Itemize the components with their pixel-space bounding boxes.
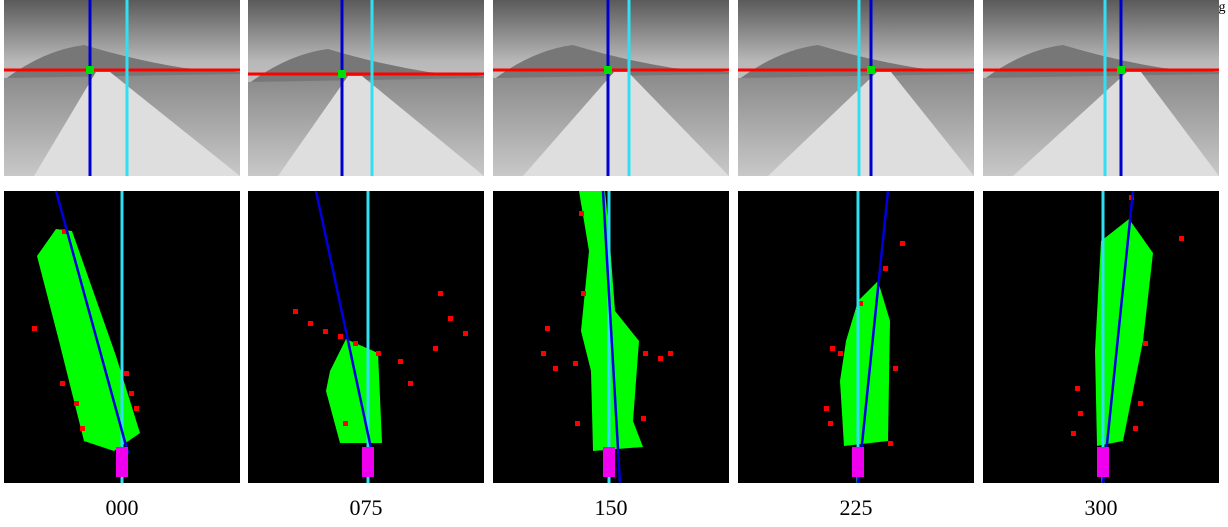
panel xyxy=(248,0,484,483)
obstacle-point xyxy=(858,301,863,306)
birdseye xyxy=(4,190,240,483)
road xyxy=(278,76,484,176)
path-line xyxy=(314,190,374,454)
obstacle-point xyxy=(893,366,898,371)
obstacle-point xyxy=(1179,236,1184,241)
obstacle-point xyxy=(1075,386,1080,391)
obstacle-point xyxy=(1138,401,1143,406)
panel xyxy=(738,0,974,484)
obstacle-point xyxy=(308,321,313,326)
obstacle-point xyxy=(643,351,648,356)
obstacle-point xyxy=(541,351,546,356)
obstacle-point xyxy=(545,326,550,331)
obstacle-point xyxy=(134,406,139,411)
obstacle-point xyxy=(581,291,586,296)
obstacle-point xyxy=(1078,411,1083,416)
vehicle xyxy=(852,447,864,477)
obstacle-point xyxy=(398,359,403,364)
obstacle-point xyxy=(830,346,835,351)
obstacle-point xyxy=(1133,426,1138,431)
obstacle-point xyxy=(838,351,843,356)
drivable-area xyxy=(840,281,890,446)
obstacle-point xyxy=(883,266,888,271)
birdseye xyxy=(248,190,484,483)
drivable-area xyxy=(1095,219,1153,446)
vanishing-point xyxy=(338,70,346,78)
vehicle xyxy=(1097,447,1109,477)
obstacle-point xyxy=(553,366,558,371)
obstacle-point xyxy=(828,421,833,426)
obstacle-point xyxy=(1071,431,1076,436)
obstacle-point xyxy=(573,361,578,366)
obstacle-point xyxy=(438,291,443,296)
obstacle-point xyxy=(668,351,673,356)
obstacle-point xyxy=(641,416,646,421)
obstacle-point xyxy=(579,211,584,216)
panel xyxy=(493,0,729,484)
obstacle-point xyxy=(343,421,348,426)
path-line xyxy=(856,190,890,484)
vehicle xyxy=(362,447,374,477)
birdseye xyxy=(983,190,1219,484)
obstacle-point xyxy=(60,381,65,386)
road xyxy=(1013,72,1219,176)
obstacle-point xyxy=(658,356,663,361)
path-line xyxy=(54,190,130,454)
panel-label: 225 xyxy=(840,495,873,520)
obstacle-point xyxy=(62,229,67,234)
obstacle-point xyxy=(463,331,468,336)
vehicle xyxy=(116,447,128,477)
obstacle-point xyxy=(824,406,829,411)
obstacle-point xyxy=(338,334,343,339)
obstacle-point xyxy=(74,401,79,406)
vanishing-point xyxy=(867,66,875,74)
obstacle-point xyxy=(575,421,580,426)
obstacle-point xyxy=(80,426,85,431)
road xyxy=(34,72,240,176)
obstacle-point xyxy=(408,381,413,386)
obstacle-point xyxy=(353,341,358,346)
path-line xyxy=(601,190,622,484)
panel xyxy=(4,0,240,483)
panel xyxy=(983,0,1219,484)
birdseye xyxy=(493,190,729,484)
obstacle-point xyxy=(900,241,905,246)
panel-label: 075 xyxy=(350,495,383,520)
panel-label: 000 xyxy=(106,495,139,520)
obstacle-point xyxy=(124,371,129,376)
panel-label: 300 xyxy=(1085,495,1118,520)
road xyxy=(523,72,729,176)
obstacle-point xyxy=(1143,341,1148,346)
obstacle-point xyxy=(376,351,381,356)
drivable-area xyxy=(37,229,140,451)
corner-text: g xyxy=(1219,0,1226,15)
birdseye xyxy=(738,190,974,484)
obstacle-point xyxy=(323,329,328,334)
vehicle xyxy=(603,447,615,477)
obstacle-point xyxy=(293,309,298,314)
vanishing-point xyxy=(1117,66,1125,74)
path-line xyxy=(1101,190,1135,484)
obstacle-point xyxy=(448,316,453,321)
vanishing-point xyxy=(86,66,94,74)
obstacle-point xyxy=(888,441,893,446)
vanishing-point xyxy=(604,66,612,74)
obstacle-point xyxy=(433,346,438,351)
obstacle-point xyxy=(129,391,134,396)
panel-label: 150 xyxy=(595,495,628,520)
obstacle-point xyxy=(32,326,37,331)
